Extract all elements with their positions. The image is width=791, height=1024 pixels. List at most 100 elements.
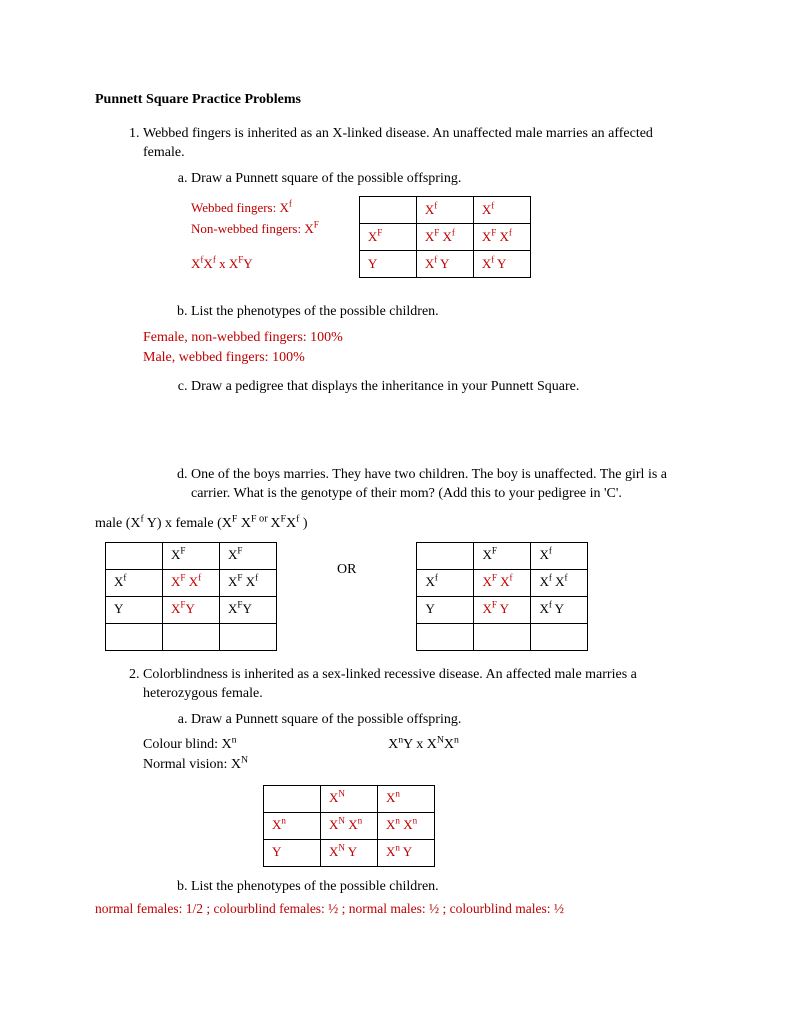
c: X xyxy=(439,229,452,244)
q1-text: Webbed fingers is inherited as an X-link… xyxy=(143,126,653,161)
problem-2: Colorblindness is inherited as a sex-lin… xyxy=(143,665,696,897)
c: X xyxy=(171,601,180,616)
s: f xyxy=(198,573,201,583)
q1-sub-d: One of the boys marries. They have two c… xyxy=(143,465,696,504)
c: X xyxy=(386,817,395,832)
c: Y xyxy=(497,601,509,616)
s: n xyxy=(413,816,418,826)
c: X xyxy=(425,202,434,217)
c: X xyxy=(171,547,180,562)
c: X xyxy=(368,229,377,244)
c: X xyxy=(496,229,509,244)
q1c: Draw a pedigree that displays the inheri… xyxy=(191,377,696,397)
t: or xyxy=(256,513,270,524)
t: x X xyxy=(216,256,238,271)
c: Y xyxy=(400,844,412,859)
c: X xyxy=(386,790,395,805)
q2a: Draw a Punnett square of the possible of… xyxy=(191,710,696,730)
q1-allele-key: Webbed fingers: Xf Non-webbed fingers: X… xyxy=(191,198,319,274)
key-webbed: Webbed fingers: X xyxy=(191,200,289,215)
c: Y xyxy=(272,844,281,859)
ans-line: Female, non-webbed fingers: 100% xyxy=(143,328,696,348)
s: n xyxy=(281,816,286,826)
t: male (X xyxy=(95,516,140,531)
punnett-table-2b: XF Xf Xf XF Xf Xf Xf Y XF Y Xf Y xyxy=(416,542,588,651)
two-punnett-row: XF XF Xf XF Xf XF Xf Y XFY XFY OR XF Xf … xyxy=(105,542,696,651)
t: X xyxy=(237,516,251,531)
t: X xyxy=(388,737,398,752)
q1d-text: One of the boys marries. They have two c… xyxy=(191,467,667,502)
problem-1: Webbed fingers is inherited as an X-link… xyxy=(143,124,696,504)
c: X xyxy=(242,574,255,589)
page-title: Punnett Square Practice Problems xyxy=(95,90,696,110)
problem-list: Webbed fingers is inherited as an X-link… xyxy=(95,124,696,504)
q2-cross: XnY x XNXn xyxy=(388,735,459,774)
c: X xyxy=(425,229,434,244)
c: X xyxy=(386,844,395,859)
q1b-answer: Female, non-webbed fingers: 100% Male, w… xyxy=(143,328,696,367)
c: X xyxy=(400,817,413,832)
ans-line: Male, webbed fingers: 100% xyxy=(143,348,696,368)
q1-subparts: Draw a Punnett square of the possible of… xyxy=(143,169,696,279)
c: Y xyxy=(242,601,251,616)
q2b-text: List the phenotypes of the possible chil… xyxy=(191,879,439,894)
c: X xyxy=(345,817,358,832)
t: X xyxy=(444,737,454,752)
s: F xyxy=(237,546,242,556)
c: Y xyxy=(114,601,123,616)
c: Y xyxy=(494,256,506,271)
c: X xyxy=(185,574,198,589)
s: f xyxy=(434,201,437,211)
or-label: OR xyxy=(337,542,356,580)
t: Y) x female (X xyxy=(144,516,232,531)
c: X xyxy=(482,256,491,271)
cross-expression: male (Xf Y) x female (XF XF or XFXf ) xyxy=(95,514,696,534)
c: Y xyxy=(425,601,434,616)
s: n xyxy=(395,789,400,799)
q2b-answer: normal females: 1/2 ; colourblind female… xyxy=(95,900,696,919)
s: F xyxy=(180,546,185,556)
s: N xyxy=(437,735,444,746)
c: X xyxy=(539,547,548,562)
t: Normal vision: X xyxy=(143,757,241,772)
s: n xyxy=(358,816,363,826)
c: X xyxy=(329,790,338,805)
c: X xyxy=(114,574,123,589)
c: X xyxy=(329,844,338,859)
c: Y xyxy=(368,256,377,271)
c: X xyxy=(482,601,491,616)
q1c-text: Draw a pedigree that displays the inheri… xyxy=(191,379,579,394)
key-nonwebbed: Non-webbed fingers: X xyxy=(191,221,314,236)
t: X xyxy=(286,516,296,531)
c: Y xyxy=(437,256,449,271)
q1a-text: Draw a Punnett square of the possible of… xyxy=(191,171,461,186)
s: F xyxy=(492,546,497,556)
c: Y xyxy=(345,844,357,859)
c: X xyxy=(539,574,548,589)
s: f xyxy=(509,228,512,238)
c: X xyxy=(171,574,180,589)
t: Y x X xyxy=(403,737,437,752)
sup: f xyxy=(289,199,292,209)
c: X xyxy=(539,601,548,616)
q2a-text: Draw a Punnett square of the possible of… xyxy=(191,712,461,727)
t: Colour blind: X xyxy=(143,737,232,752)
c: X xyxy=(228,574,237,589)
c: X xyxy=(482,574,491,589)
c: Y xyxy=(185,601,194,616)
t: X xyxy=(191,256,200,271)
punnett-table-1: Xf Xf XF XF Xf XF Xf Y Xf Y Xf Y xyxy=(359,196,531,278)
c: X xyxy=(228,601,237,616)
t: ) xyxy=(299,516,307,531)
punnett-table-2a: XF XF Xf XF Xf XF Xf Y XFY XFY xyxy=(105,542,277,651)
c: X xyxy=(552,574,565,589)
s: N xyxy=(338,789,345,799)
c: X xyxy=(272,817,281,832)
c: Y xyxy=(552,601,564,616)
punnett-table-3: XN Xn Xn XN Xn Xn Xn Y XN Y Xn Y xyxy=(263,785,435,867)
problem-2-list: Colorblindness is inherited as a sex-lin… xyxy=(95,665,696,897)
c: X xyxy=(482,202,491,217)
q1-sub-b: List the phenotypes of the possible chil… xyxy=(143,302,696,322)
s: f xyxy=(491,201,494,211)
c: X xyxy=(497,574,510,589)
